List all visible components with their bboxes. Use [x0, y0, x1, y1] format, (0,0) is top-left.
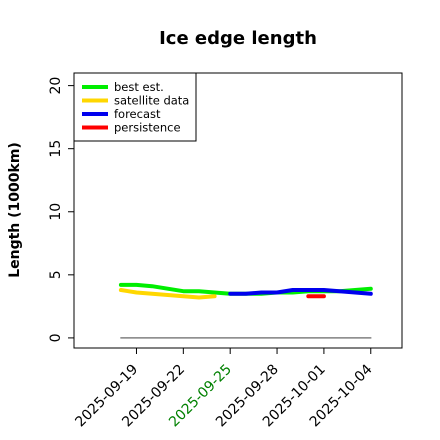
series-lines — [118, 282, 373, 339]
legend: best est.satellite dataforecastpersisten… — [73, 72, 197, 142]
series-line-forecast — [228, 288, 373, 296]
y-axis-label: Length (1000km) — [7, 142, 23, 278]
y-tick-label: 5 — [48, 270, 64, 279]
legend-label: satellite data — [114, 94, 189, 108]
y-tick-label: 15 — [48, 140, 64, 158]
y-tick-label: 20 — [48, 77, 64, 95]
legend-label: forecast — [114, 107, 161, 121]
plot-frame — [73, 72, 403, 349]
y-tick-label: 0 — [48, 333, 64, 342]
chart-title: Ice edge length — [159, 28, 317, 49]
y-tick-label: 10 — [48, 203, 64, 221]
legend-label: persistence — [114, 121, 181, 135]
legend-label: best est. — [114, 80, 164, 94]
series-line-satellite-data — [118, 288, 217, 300]
legend-box — [73, 72, 197, 142]
